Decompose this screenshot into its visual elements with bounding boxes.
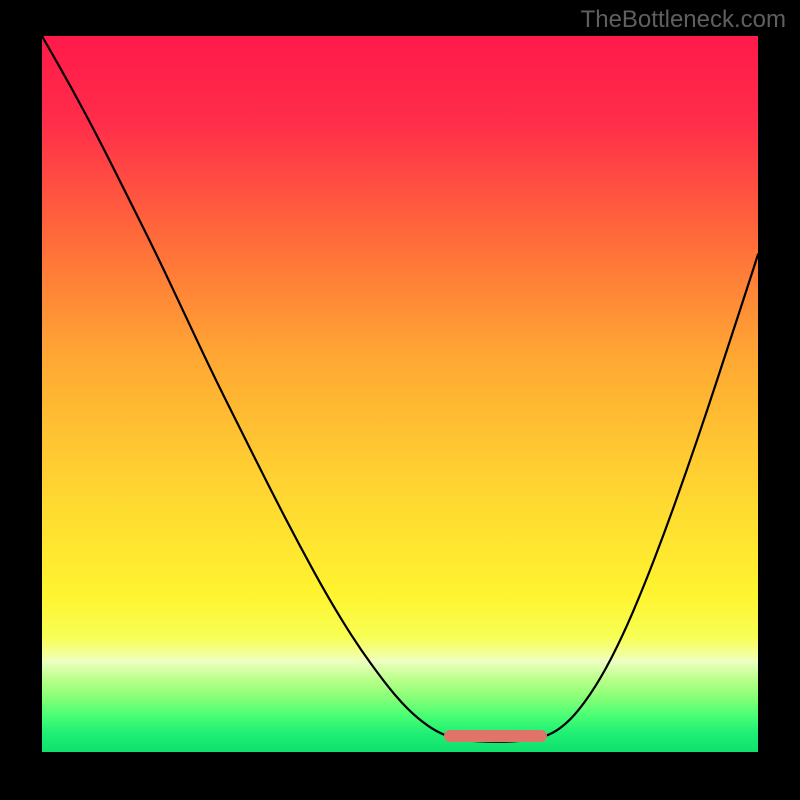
optimal-range-marker <box>444 730 548 742</box>
plot-area <box>42 36 758 752</box>
watermark-text: TheBottleneck.com <box>581 6 786 34</box>
response-curve <box>42 36 758 752</box>
